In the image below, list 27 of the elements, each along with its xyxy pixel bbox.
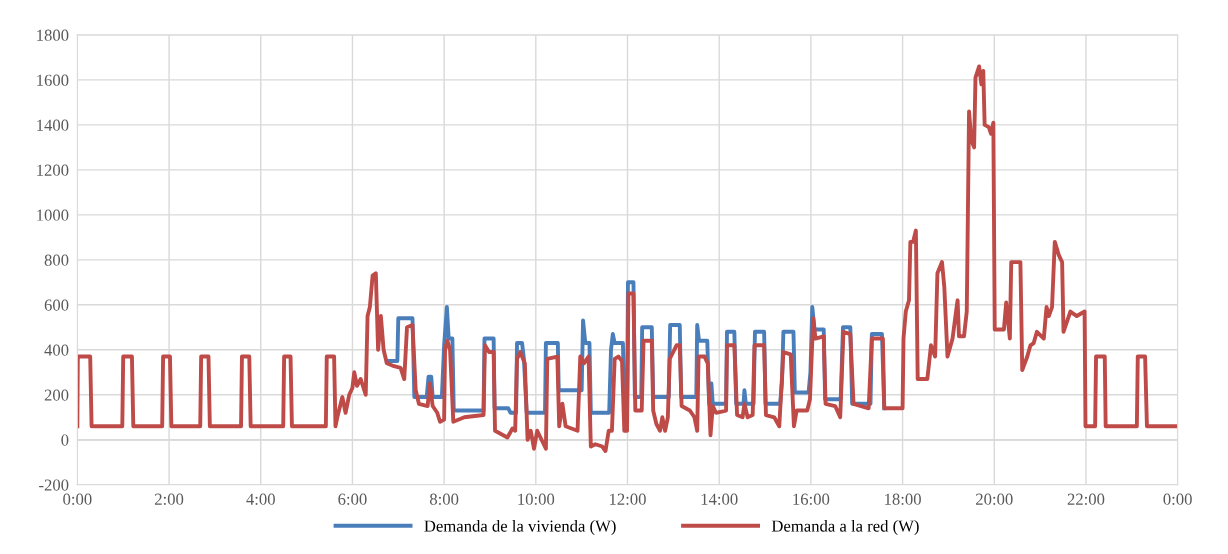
line-series (77, 64, 1178, 453)
x-tick-label: 10:00 (518, 493, 555, 505)
legend-label: Demanda de la vivienda (W) (424, 519, 616, 536)
y-tick-label: -200 (39, 479, 69, 491)
x-tick-label: 14:00 (701, 493, 738, 505)
legend-label: Demanda a la red (W) (771, 519, 919, 536)
x-tick-label: 16:00 (793, 493, 830, 505)
x-tick-label: 4:00 (246, 493, 275, 505)
y-tick-label: 1400 (37, 119, 69, 131)
y-tick-label: 1200 (37, 164, 69, 176)
x-tick-label: 0:00 (63, 493, 92, 505)
x-tick-label: 6:00 (338, 493, 367, 505)
y-tick-label: 800 (44, 254, 69, 266)
y-tick-label: 200 (44, 389, 69, 401)
y-tick-label: 600 (44, 299, 69, 311)
x-tick-label: 20:00 (976, 493, 1013, 505)
y-tick-label: 0 (61, 434, 69, 446)
x-tick-label: 0:00 (1163, 493, 1192, 505)
y-tick-label: 1600 (37, 74, 69, 86)
x-tick-label: 8:00 (429, 493, 459, 505)
x-tick-label: 2:00 (154, 493, 184, 505)
x-tick-label: 22:00 (1067, 493, 1105, 505)
y-tick-label: 1800 (37, 29, 69, 41)
y-tick-label: 1000 (37, 209, 69, 221)
x-tick-label: 18:00 (885, 493, 921, 505)
y-tick-label: 400 (44, 344, 69, 356)
x-tick-label: 12:00 (609, 493, 646, 505)
